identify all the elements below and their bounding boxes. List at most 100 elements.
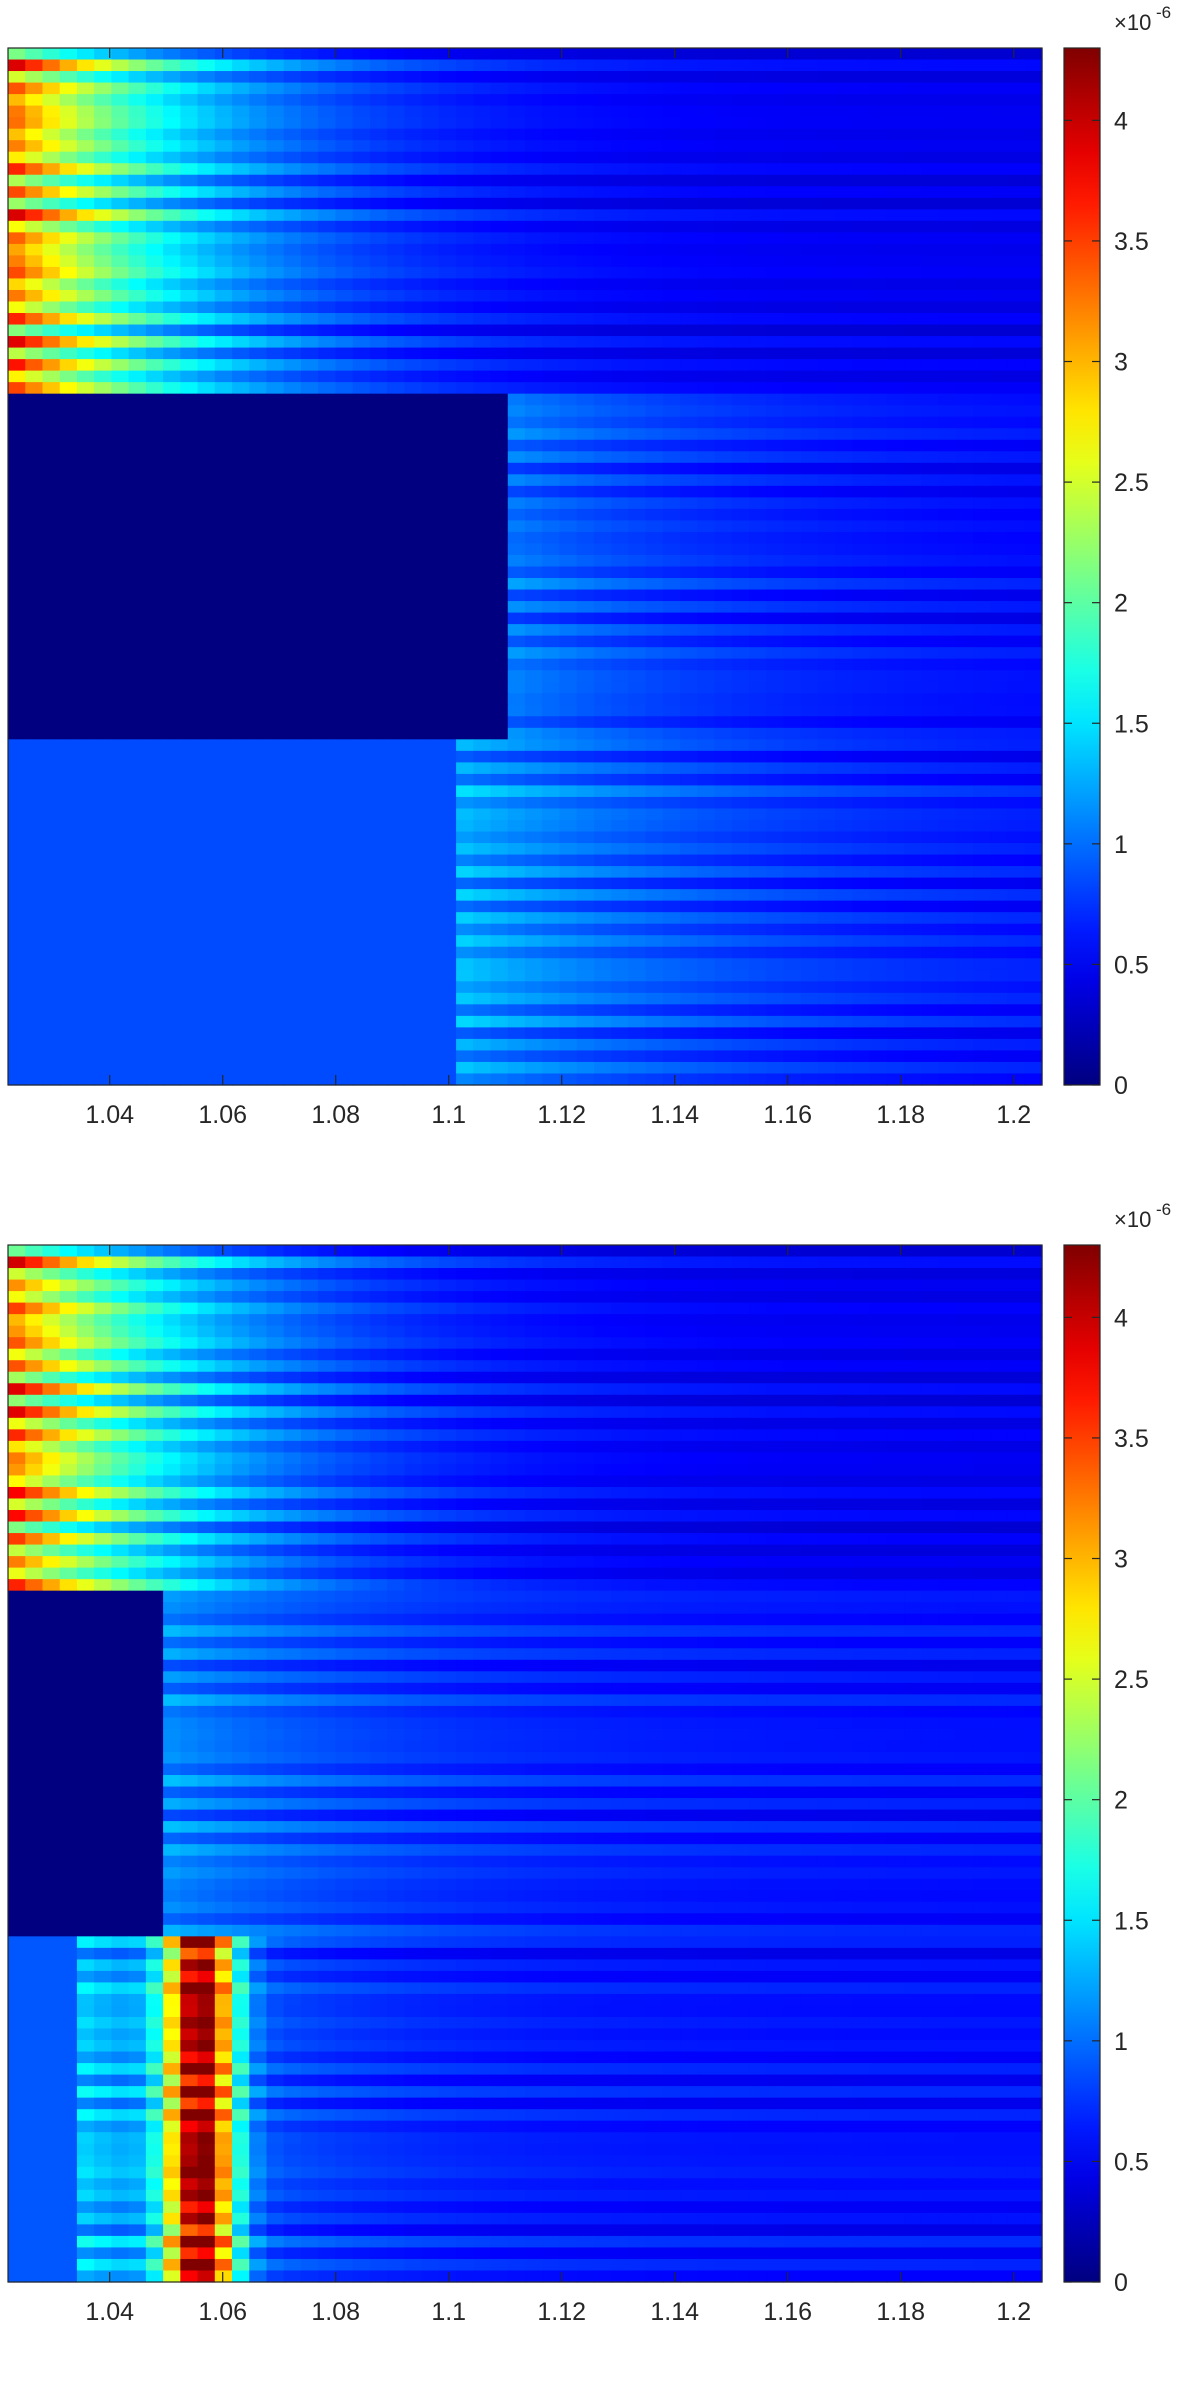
heatmap-cell: [490, 589, 509, 602]
heatmap-cell: [8, 474, 26, 487]
heatmap-cell: [8, 704, 26, 717]
heatmap-cell: [94, 750, 112, 763]
heatmap-cell: [300, 474, 319, 487]
heatmap-cell: [128, 105, 147, 118]
heatmap-cell: [456, 209, 474, 222]
heatmap-cell: [1024, 347, 1043, 360]
heatmap-cell: [955, 393, 974, 406]
heatmap-cell: [576, 359, 595, 372]
heatmap-cell: [387, 750, 405, 763]
heatmap-cell: [611, 704, 629, 717]
heatmap-cell: [232, 347, 250, 360]
heatmap-cell: [955, 670, 974, 683]
heatmap-cell: [542, 289, 561, 303]
heatmap-cell: [128, 220, 147, 233]
heatmap-cell: [128, 866, 147, 879]
heatmap-cell: [645, 935, 664, 948]
heatmap-cell: [266, 969, 285, 982]
heatmap-cell: [8, 485, 26, 498]
heatmap-cell: [611, 808, 629, 821]
heatmap-cell: [8, 359, 26, 372]
heatmap-cell: [76, 347, 95, 360]
heatmap-cell: [438, 140, 457, 153]
heatmap-cell: [714, 796, 733, 810]
heatmap-cell: [938, 831, 957, 844]
heatmap-cell: [921, 981, 940, 994]
heatmap-cell: [352, 278, 371, 291]
heatmap-cell: [59, 831, 78, 844]
heatmap-cell: [835, 220, 854, 233]
heatmap-cell: [456, 197, 474, 210]
heatmap-cell: [490, 140, 509, 153]
heatmap-cell: [731, 854, 750, 867]
heatmap-cell: [25, 497, 44, 510]
heatmap-cell: [593, 347, 612, 360]
heatmap-cell: [404, 59, 423, 72]
heatmap-cell: [921, 451, 940, 464]
heatmap-cell: [542, 578, 561, 591]
heatmap-cell: [300, 266, 319, 280]
heatmap-cell: [197, 992, 216, 1005]
heatmap-cell: [973, 819, 991, 833]
heatmap-cell: [800, 94, 819, 107]
heatmap-cell: [680, 969, 698, 982]
heatmap-cell: [990, 359, 1009, 372]
heatmap-cell: [886, 612, 905, 625]
heatmap-cell: [697, 727, 716, 740]
heatmap-cell: [559, 658, 578, 671]
heatmap-cell: [197, 1004, 216, 1017]
heatmap-cell: [662, 658, 681, 671]
heatmap-cell: [783, 601, 802, 614]
heatmap-cell: [266, 647, 285, 660]
heatmap-cell: [921, 866, 940, 879]
heatmap-cell: [318, 416, 337, 429]
heatmap-cell: [817, 359, 836, 372]
heatmap-cell: [8, 439, 26, 452]
heatmap-cell: [783, 923, 802, 936]
heatmap-cell: [232, 647, 250, 660]
heatmap-cell: [921, 497, 940, 510]
heatmap-cell: [697, 739, 716, 752]
heatmap-cell: [817, 393, 836, 406]
heatmap-cell: [387, 382, 405, 395]
heatmap-cell: [111, 485, 130, 498]
heatmap-cell: [266, 405, 285, 418]
heatmap-cell: [955, 900, 974, 913]
heatmap-cell: [852, 462, 871, 475]
heatmap-cell: [111, 739, 130, 752]
heatmap-cell: [473, 531, 492, 545]
heatmap-cell: [128, 543, 147, 556]
heatmap-cell: [904, 382, 922, 395]
heatmap-cell: [180, 992, 199, 1005]
heatmap-cell: [283, 462, 302, 475]
heatmap-cell: [163, 255, 181, 268]
heatmap-cell: [800, 958, 819, 971]
heatmap-cell: [1024, 785, 1043, 798]
heatmap-cell: [645, 785, 664, 798]
heatmap-cell: [214, 716, 233, 729]
heatmap-cell: [283, 313, 302, 326]
heatmap-cell: [731, 370, 750, 383]
heatmap-cell: [421, 71, 440, 84]
heatmap-cell: [473, 508, 492, 522]
heatmap-cell: [593, 382, 612, 395]
heatmap-cell: [128, 174, 147, 187]
heatmap-cell: [938, 94, 957, 107]
heatmap-cell: [145, 117, 164, 130]
heatmap-cell: [232, 843, 250, 856]
heatmap-cell: [59, 543, 78, 556]
heatmap-cell: [525, 578, 543, 591]
heatmap-cell: [559, 105, 578, 118]
heatmap-cell: [525, 405, 543, 418]
heatmap-cell: [1007, 958, 1026, 971]
heatmap-cell: [731, 462, 750, 475]
heatmap-cell: [8, 140, 26, 153]
heatmap-cell: [438, 174, 457, 187]
heatmap-cell: [800, 531, 819, 545]
heatmap-cell: [593, 693, 612, 706]
heatmap-cell: [869, 359, 888, 372]
heatmap-cell: [111, 370, 130, 383]
heatmap-cell: [628, 393, 647, 406]
heatmap-cell: [559, 289, 578, 303]
heatmap-cell: [904, 601, 922, 614]
